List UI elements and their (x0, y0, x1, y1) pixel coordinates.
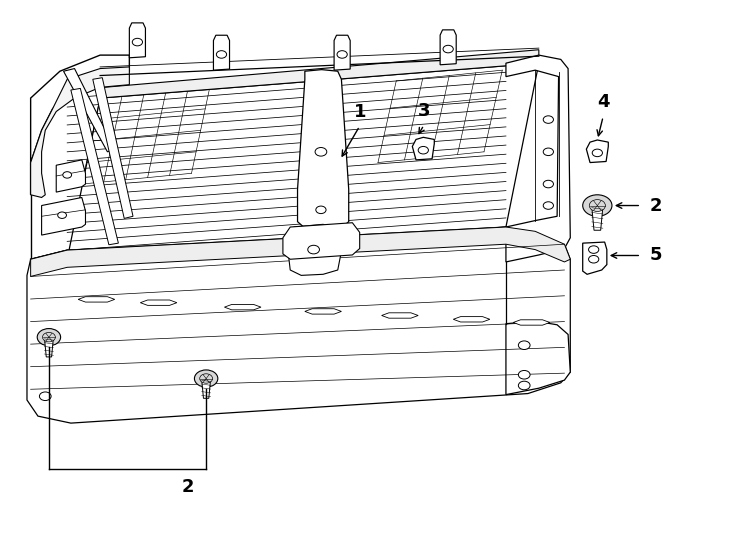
Circle shape (43, 333, 55, 342)
Polygon shape (31, 67, 129, 198)
Polygon shape (64, 69, 115, 152)
Circle shape (589, 200, 606, 212)
Circle shape (316, 206, 326, 214)
Circle shape (543, 180, 553, 188)
Polygon shape (92, 78, 133, 218)
Polygon shape (506, 55, 570, 262)
Circle shape (518, 370, 530, 379)
Circle shape (543, 116, 553, 123)
Polygon shape (583, 242, 607, 274)
Polygon shape (214, 35, 230, 70)
Text: 1: 1 (354, 103, 366, 120)
Polygon shape (31, 55, 129, 195)
Polygon shape (140, 300, 177, 305)
Circle shape (518, 341, 530, 349)
Circle shape (589, 246, 599, 253)
Polygon shape (27, 227, 570, 423)
Text: 3: 3 (418, 102, 430, 119)
Circle shape (337, 51, 347, 58)
Circle shape (58, 212, 67, 218)
Circle shape (37, 328, 61, 346)
Circle shape (200, 374, 213, 383)
Text: 2: 2 (181, 478, 194, 496)
Circle shape (217, 51, 227, 58)
Polygon shape (57, 160, 85, 192)
Circle shape (583, 195, 612, 217)
Circle shape (418, 146, 429, 154)
Polygon shape (592, 207, 603, 230)
Polygon shape (288, 224, 341, 275)
Circle shape (589, 255, 599, 263)
Polygon shape (413, 137, 435, 160)
Text: 4: 4 (597, 93, 609, 111)
Polygon shape (440, 30, 457, 65)
Text: 5: 5 (650, 246, 663, 265)
Polygon shape (305, 309, 341, 314)
Polygon shape (513, 320, 550, 325)
Polygon shape (31, 227, 570, 276)
Polygon shape (454, 316, 490, 322)
Polygon shape (68, 63, 539, 259)
Polygon shape (586, 140, 608, 163)
Polygon shape (71, 89, 118, 245)
Polygon shape (129, 23, 145, 58)
Circle shape (592, 149, 603, 157)
Circle shape (308, 245, 319, 254)
Polygon shape (382, 313, 418, 318)
Circle shape (443, 45, 454, 53)
Text: 2: 2 (650, 197, 663, 214)
Polygon shape (334, 35, 350, 70)
Circle shape (543, 148, 553, 156)
Polygon shape (297, 70, 349, 231)
Circle shape (543, 202, 553, 210)
Circle shape (195, 370, 218, 387)
Polygon shape (42, 198, 85, 235)
Polygon shape (202, 380, 211, 399)
Polygon shape (45, 338, 54, 357)
Polygon shape (225, 305, 261, 310)
Circle shape (132, 38, 142, 46)
Circle shape (40, 392, 51, 401)
Polygon shape (100, 50, 539, 98)
Polygon shape (283, 222, 360, 259)
Circle shape (63, 172, 72, 178)
Circle shape (518, 381, 530, 390)
Circle shape (315, 147, 327, 156)
Polygon shape (78, 296, 115, 302)
Polygon shape (506, 321, 570, 395)
